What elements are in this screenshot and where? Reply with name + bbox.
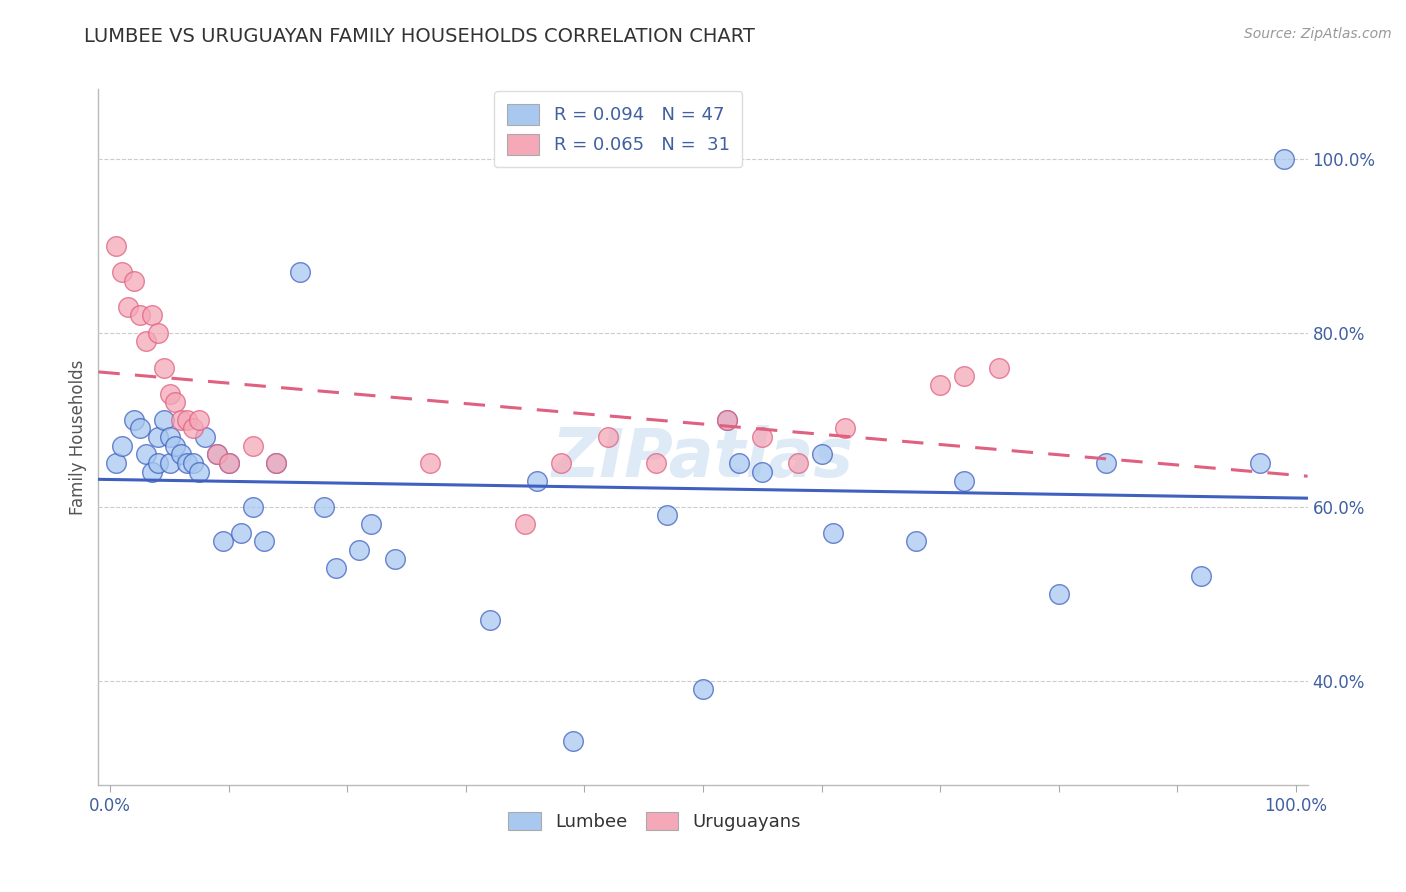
Point (141, 308, 163, 322)
Text: ZIPatlas: ZIPatlas (553, 425, 853, 491)
Point (253, 534, 276, 549)
Point (122, 273, 145, 287)
Point (129, 308, 152, 322)
Point (526, 474, 548, 488)
Point (165, 439, 187, 453)
Point (347, 543, 370, 558)
Point (176, 456, 198, 470)
Legend: Lumbee, Uruguayans: Lumbee, Uruguayans (501, 805, 808, 838)
Point (823, 525, 845, 540)
Point (716, 412, 738, 427)
Point (242, 500, 264, 514)
Point (105, 456, 128, 470)
Point (952, 474, 974, 488)
Point (205, 447, 228, 461)
Point (111, 265, 134, 279)
Point (111, 439, 134, 453)
Point (598, 430, 620, 444)
Point (834, 421, 856, 435)
Point (176, 412, 198, 427)
Point (751, 430, 773, 444)
Point (105, 238, 128, 252)
Point (188, 412, 211, 427)
Point (692, 682, 714, 697)
Point (644, 456, 666, 470)
Point (786, 456, 808, 470)
Point (146, 430, 169, 444)
Point (360, 517, 382, 532)
Point (561, 734, 583, 748)
Point (146, 456, 169, 470)
Point (810, 447, 832, 461)
Point (419, 456, 441, 470)
Y-axis label: Family Households: Family Households (69, 359, 87, 515)
Text: Source: ZipAtlas.com: Source: ZipAtlas.com (1244, 27, 1392, 41)
Point (165, 395, 187, 409)
Point (905, 534, 928, 549)
Point (205, 447, 228, 461)
Point (141, 465, 163, 479)
Point (152, 412, 174, 427)
Point (188, 465, 211, 479)
Point (550, 456, 572, 470)
Point (325, 560, 347, 574)
Point (159, 430, 181, 444)
Point (515, 517, 537, 532)
Point (212, 534, 235, 549)
Point (159, 456, 181, 470)
Point (135, 447, 157, 461)
Point (218, 456, 240, 470)
Point (135, 334, 157, 349)
Point (751, 465, 773, 479)
Point (242, 439, 264, 453)
Text: LUMBEE VS URUGUAYAN FAMILY HOUSEHOLDS CORRELATION CHART: LUMBEE VS URUGUAYAN FAMILY HOUSEHOLDS CO… (84, 27, 755, 45)
Point (1249, 456, 1271, 470)
Point (170, 447, 193, 461)
Point (929, 378, 952, 392)
Point (1189, 569, 1212, 583)
Point (1272, 152, 1295, 166)
Point (312, 500, 335, 514)
Point (1095, 456, 1118, 470)
Point (129, 421, 152, 435)
Point (288, 265, 311, 279)
Point (952, 369, 974, 384)
Point (1047, 587, 1070, 601)
Point (727, 456, 749, 470)
Point (716, 412, 738, 427)
Point (170, 412, 193, 427)
Point (194, 430, 217, 444)
Point (159, 386, 181, 401)
Point (218, 456, 240, 470)
Point (181, 421, 204, 435)
Point (264, 456, 287, 470)
Point (384, 551, 406, 566)
Point (229, 525, 252, 540)
Point (152, 360, 174, 375)
Point (117, 300, 139, 314)
Point (478, 613, 501, 627)
Point (657, 508, 679, 523)
Point (264, 456, 287, 470)
Point (146, 326, 169, 340)
Point (988, 360, 1011, 375)
Point (181, 456, 204, 470)
Point (122, 412, 145, 427)
